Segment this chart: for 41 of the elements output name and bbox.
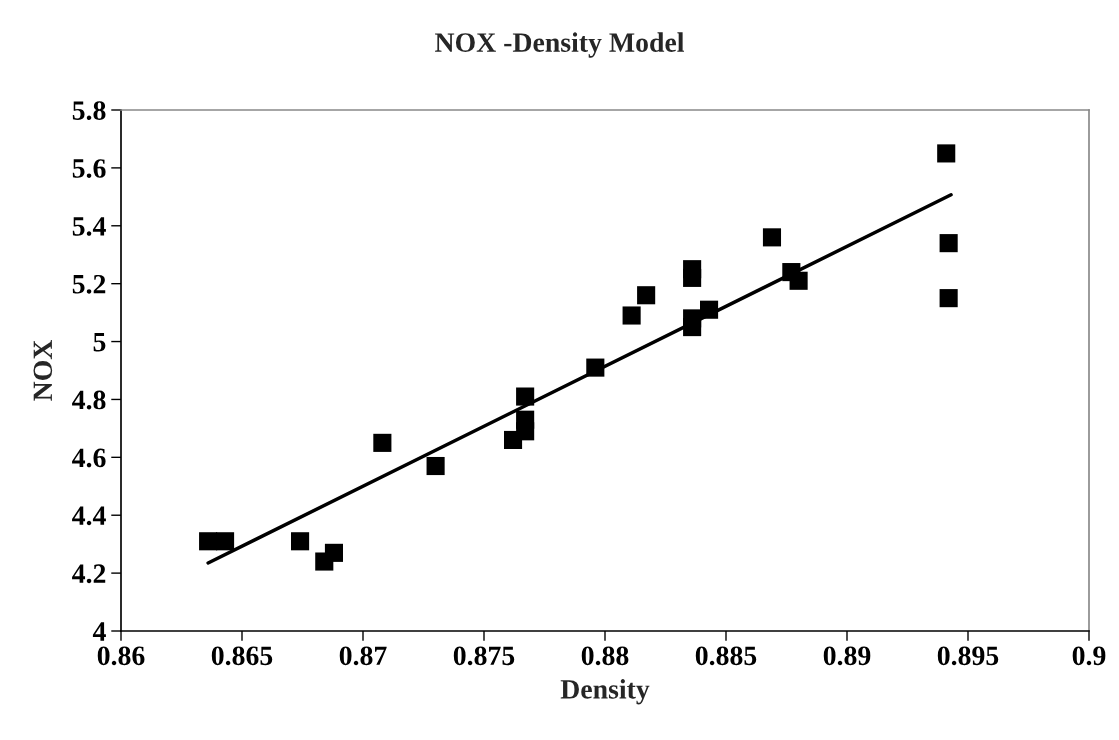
point xyxy=(586,358,605,377)
point xyxy=(216,532,235,551)
x-tick-label: 0.875 xyxy=(453,646,515,666)
y-tick-label: 4.8 xyxy=(72,390,106,410)
x-tick-label: 0.86 xyxy=(97,646,145,666)
point xyxy=(324,543,344,562)
x-axis-title: Density xyxy=(560,679,650,705)
y-tick-label: 4.6 xyxy=(72,448,106,468)
x-tick-label: 0.865 xyxy=(211,646,273,666)
y-tick-label: 4.2 xyxy=(72,564,106,584)
point xyxy=(937,144,956,163)
point xyxy=(939,289,958,308)
point xyxy=(622,306,641,325)
y-tick-label: 4 xyxy=(92,622,106,641)
point xyxy=(426,456,445,476)
point xyxy=(683,318,702,337)
point xyxy=(700,300,719,319)
point xyxy=(762,228,782,247)
point xyxy=(373,433,392,452)
x-tick-label: 0.87 xyxy=(339,646,387,666)
chart-title: NOX -Density Model xyxy=(435,32,685,58)
y-tick-label: 5.6 xyxy=(72,159,106,178)
y-tick-label: 4.4 xyxy=(72,506,106,526)
x-tick-label: 0.89 xyxy=(823,646,871,666)
point xyxy=(516,387,535,406)
point xyxy=(291,532,310,551)
point xyxy=(939,234,958,253)
x-tick-label: 0.9 xyxy=(1072,646,1106,666)
x-tick-label: 0.895 xyxy=(937,646,999,666)
y-tick-label: 5.4 xyxy=(72,217,106,236)
y-axis-title: NOX xyxy=(33,339,53,401)
point xyxy=(789,271,808,290)
x-tick-label: 0.885 xyxy=(695,646,757,666)
point xyxy=(683,268,702,287)
y-tick-label: 5.8 xyxy=(72,101,106,121)
point xyxy=(516,410,535,429)
point xyxy=(637,286,656,305)
y-tick-label: 5 xyxy=(93,333,106,352)
point xyxy=(199,532,218,551)
y-tick-label: 5.2 xyxy=(72,274,106,294)
x-tick-label: 0.88 xyxy=(581,646,629,666)
